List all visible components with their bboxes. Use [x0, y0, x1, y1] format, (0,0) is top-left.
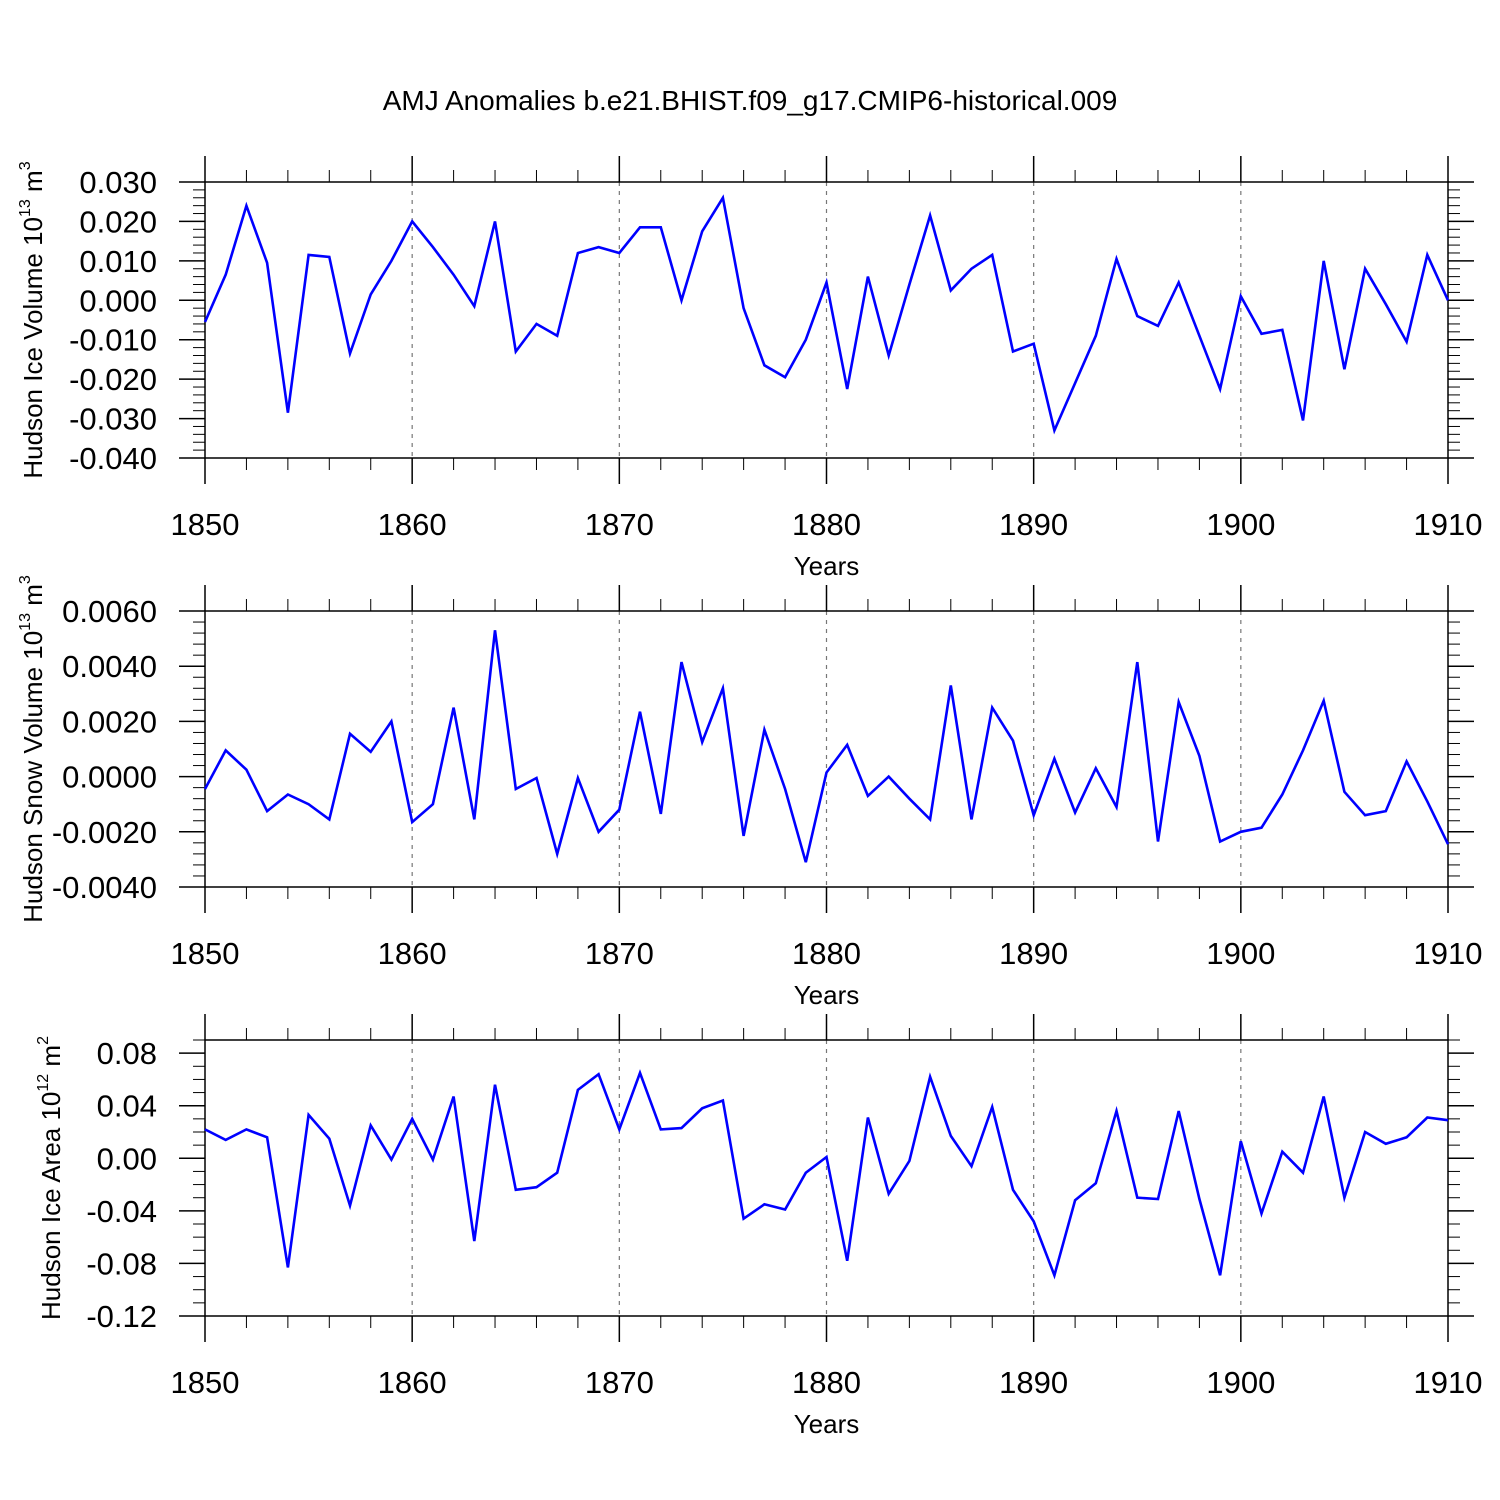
y-tick-label: -0.020 — [69, 362, 157, 397]
y-tick-label: -0.0020 — [52, 815, 157, 850]
y-axis-label-power: 2 — [35, 1036, 52, 1045]
y-axis-label-unit: m — [18, 170, 48, 199]
y-axis-label-exponent: 13 — [17, 199, 34, 217]
y-axis-label-power: 3 — [17, 161, 34, 170]
y-tick-label: 0.00 — [97, 1141, 157, 1176]
x-axis-label: Years — [794, 980, 860, 1010]
y-tick-label: 0.0000 — [62, 760, 157, 795]
x-tick-label: 1910 — [1414, 507, 1483, 542]
y-axis-label-text: Hudson Ice Area 10 — [36, 1092, 66, 1320]
x-tick-label: 1910 — [1414, 1365, 1483, 1400]
x-tick-label: 1900 — [1206, 936, 1275, 971]
y-axis-label-power: 3 — [17, 575, 34, 584]
y-tick-label: -0.030 — [69, 402, 157, 437]
figure-title: AMJ Anomalies b.e21.BHIST.f09_g17.CMIP6-… — [383, 85, 1118, 116]
y-tick-label: -0.0040 — [52, 870, 157, 905]
x-tick-label: 1890 — [999, 507, 1068, 542]
y-tick-label: 0.020 — [79, 204, 157, 239]
x-tick-label: 1890 — [999, 936, 1068, 971]
x-tick-label: 1850 — [171, 1365, 240, 1400]
x-tick-label: 1890 — [999, 1365, 1068, 1400]
x-tick-label: 1880 — [792, 936, 861, 971]
y-tick-label: 0.0060 — [62, 594, 157, 629]
y-axis-label: Hudson Ice Volume 1013 m3 — [17, 161, 48, 478]
y-tick-label: -0.12 — [86, 1299, 157, 1334]
panel-snow-volume: -0.0040 -0.0020 0.0000 0.0020 0.0040 0.0060 18… — [17, 575, 1482, 1010]
x-tick-label: 1870 — [585, 1365, 654, 1400]
y-tick-label: 0.0040 — [62, 649, 157, 684]
series-line — [204, 1069, 1449, 1280]
y-tick-label: -0.040 — [69, 441, 157, 476]
y-tick-label: 0.0020 — [62, 704, 157, 739]
y-axis-label-text: Hudson Snow Volume 10 — [18, 631, 48, 923]
y-axis-label: Hudson Ice Area 1012 m2 — [35, 1036, 66, 1320]
y-tick-label: -0.08 — [86, 1246, 157, 1281]
y-axis-label-unit: m — [18, 584, 48, 613]
y-axis-label: Hudson Snow Volume 1013 m3 — [17, 575, 48, 923]
x-axis-label: Years — [794, 551, 860, 581]
y-tick-label: 0.000 — [79, 283, 157, 318]
y-tick-label: 0.010 — [79, 244, 157, 279]
x-tick-label: 1880 — [792, 1365, 861, 1400]
x-tick-label: 1870 — [585, 507, 654, 542]
y-tick-label: 0.030 — [79, 165, 157, 200]
x-tick-label: 1870 — [585, 936, 654, 971]
x-tick-label: 1900 — [1206, 1365, 1275, 1400]
x-tick-label: 1850 — [171, 507, 240, 542]
y-tick-label: -0.04 — [86, 1194, 157, 1229]
y-axis-label-exponent: 13 — [17, 613, 34, 631]
panel-ice-area: -0.12 -0.08 -0.04 0.00 0.04 0.08 1850 1860 1870 1… — [35, 1014, 1482, 1439]
y-axis-label-text: Hudson Ice Volume 10 — [18, 217, 48, 479]
x-tick-label: 1860 — [378, 1365, 447, 1400]
x-tick-label: 1860 — [378, 507, 447, 542]
panel-ice-volume: -0.040 -0.030 -0.020 -0.010 0.000 0.010 0.020 0… — [17, 156, 1482, 581]
y-axis-label-exponent: 12 — [35, 1074, 52, 1092]
x-tick-label: 1900 — [1206, 507, 1275, 542]
x-tick-label: 1850 — [171, 936, 240, 971]
x-tick-label: 1880 — [792, 507, 861, 542]
y-tick-label: -0.010 — [69, 323, 157, 358]
x-tick-label: 1910 — [1414, 936, 1483, 971]
y-tick-label: 0.08 — [97, 1036, 157, 1071]
x-tick-label: 1860 — [378, 936, 447, 971]
y-tick-label: 0.04 — [97, 1089, 157, 1124]
series-line — [203, 630, 1450, 863]
x-axis-label: Years — [794, 1409, 860, 1439]
y-axis-label-unit: m — [36, 1045, 66, 1074]
series-line — [203, 194, 1450, 435]
